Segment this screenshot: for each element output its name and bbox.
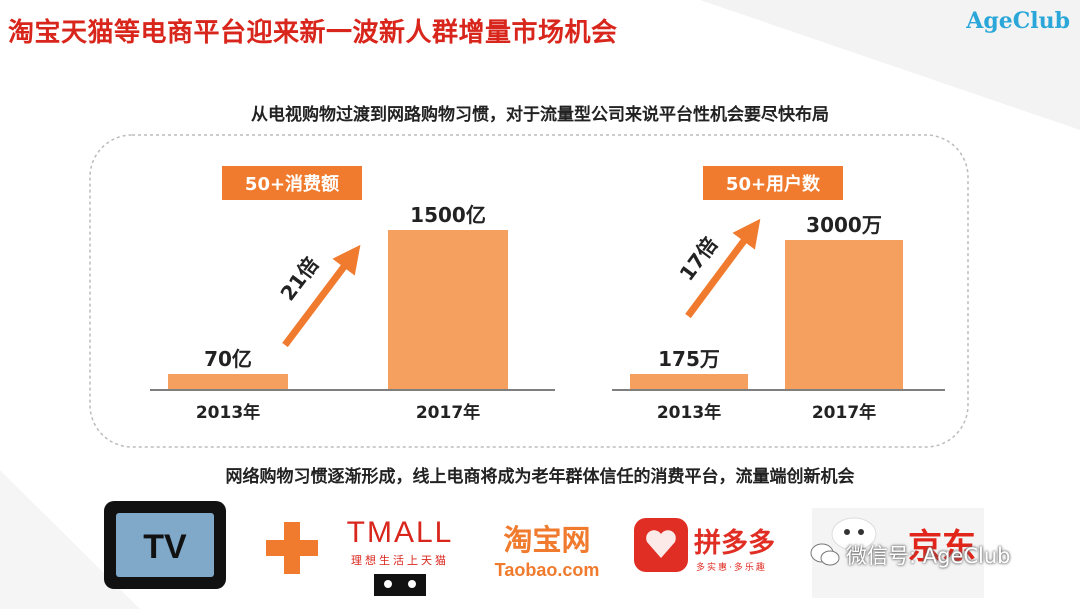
top-subtitle: 从电视购物过渡到网路购物习惯，对于流量型公司来说平台性机会要尽快布局 bbox=[251, 105, 829, 125]
wechat-icon bbox=[810, 543, 840, 566]
metric-badge bbox=[222, 166, 362, 200]
pinduoduo-logo: 拼多多 多实惠·多乐趣 bbox=[634, 518, 775, 573]
tmall-logo: TMALL 理想生活上天猫 bbox=[347, 516, 454, 596]
brand-logo: AgeClub bbox=[966, 8, 1070, 34]
bottom-subtitle: 网络购物习惯逐渐形成，线上电商将成为老年群体信任的消费平台，流量端创新机会 bbox=[225, 467, 855, 487]
taobao-domain: Taobao.com bbox=[495, 560, 600, 580]
tmall-name: TMALL bbox=[347, 516, 454, 549]
taobao-name: 淘宝网 bbox=[503, 523, 590, 557]
jd-logo: 京东 bbox=[812, 508, 984, 598]
chart-frame bbox=[89, 134, 969, 448]
bar-value-label: 175万 bbox=[658, 347, 720, 371]
x-tick-label: 2013年 bbox=[657, 402, 721, 423]
metric-badge bbox=[703, 166, 843, 200]
pinduoduo-name: 拼多多 bbox=[694, 528, 775, 559]
wechat-watermark: 微信号: AgeClub bbox=[810, 540, 1070, 570]
growth-label: 21倍 bbox=[275, 252, 323, 305]
taobao-logo: 淘宝网 Taobao.com bbox=[478, 514, 616, 586]
page-title: 淘宝天猫等电商平台迎来新一波新人群增量市场机会 bbox=[8, 18, 618, 48]
pinduoduo-slogan: 多实惠·多乐趣 bbox=[696, 561, 767, 573]
tv-logo: TV bbox=[104, 501, 226, 589]
bar-value-label: 1500亿 bbox=[410, 203, 486, 227]
x-tick-label: 2017年 bbox=[812, 402, 876, 423]
bar bbox=[168, 374, 288, 390]
bar bbox=[388, 230, 508, 390]
bar bbox=[630, 374, 748, 390]
watermark-text: 微信号: AgeClub bbox=[846, 544, 1011, 568]
x-tick-label: 2013年 bbox=[196, 402, 260, 423]
growth-arrow bbox=[685, 218, 761, 319]
tmall-slogan: 理想生活上天猫 bbox=[351, 553, 449, 567]
bar bbox=[785, 240, 903, 390]
metric-badge-label: 50+消费额 bbox=[245, 173, 339, 195]
jd-name: 京东 bbox=[908, 527, 976, 567]
bar-value-label: 70亿 bbox=[204, 347, 252, 371]
plus-icon bbox=[266, 522, 318, 574]
x-tick-label: 2017年 bbox=[416, 402, 480, 423]
bar-value-label: 3000万 bbox=[806, 213, 882, 237]
growth-arrow bbox=[282, 244, 361, 348]
metric-badge-label: 50+用户数 bbox=[726, 173, 821, 195]
tv-label: TV bbox=[143, 528, 187, 566]
